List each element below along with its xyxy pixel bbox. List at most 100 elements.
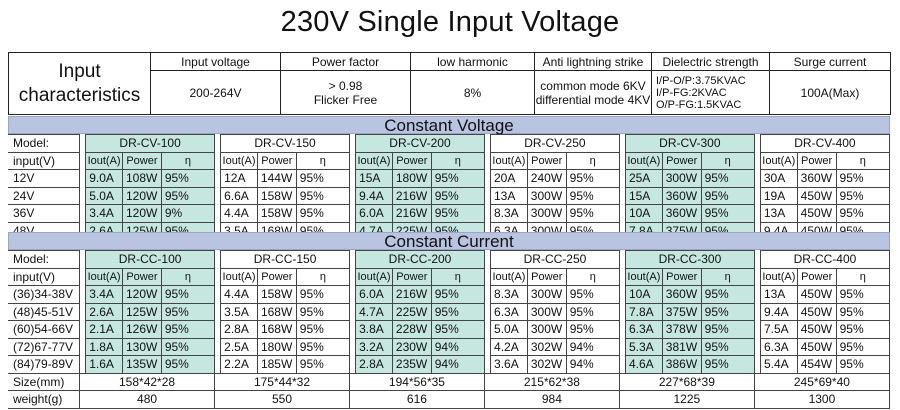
model-name: DR-CC-400 — [759, 250, 891, 269]
data-cell: 95% — [430, 204, 485, 223]
table-row: (60)54-66V 2.1A 126W 95% 2.8A 168W 95% 3.8A 228W… — [8, 320, 891, 339]
model-name: DR-CV-200 — [355, 134, 485, 153]
data-cell: 120W — [121, 204, 162, 223]
data-cell: 240W — [526, 169, 567, 188]
data-cell: 450W — [796, 320, 837, 339]
data-cell: 95% — [700, 204, 755, 223]
column-header: η — [565, 267, 620, 286]
weight-value: 550 — [214, 390, 350, 409]
data-cell: 95% — [835, 320, 891, 339]
data-cell: 2.5A — [220, 337, 258, 356]
model-label: Model: — [8, 250, 81, 269]
column-header: Iout(A) — [759, 151, 798, 170]
input-voltage-cell: (60)54-66V — [8, 320, 81, 339]
data-cell: 144W — [256, 169, 297, 188]
column-header: Iout(A) — [624, 151, 663, 170]
column-header: Iout(A) — [220, 151, 258, 170]
data-cell: 360W — [661, 204, 702, 223]
data-cell: 2.6A — [85, 302, 123, 321]
size-value: 175*44*32 — [214, 372, 350, 391]
data-cell: 95% — [430, 186, 485, 205]
data-cell: 95% — [295, 355, 350, 374]
model-name: DR-CC-150 — [220, 250, 350, 269]
data-cell: 300W — [661, 169, 702, 188]
data-cell: 94% — [430, 355, 485, 374]
data-cell: 95% — [160, 337, 216, 356]
data-cell: 15A — [355, 169, 393, 188]
constant-current-table: Model: DR-CC-100 DR-CC-150 DR-CC-200 DR-CC-2… — [8, 250, 891, 409]
table-row: (48)45-51V 2.6A 125W 95% 3.5A 168W 95% 4.7A 225W… — [8, 302, 891, 321]
column-header: Power — [121, 151, 162, 170]
input-label: input(V) — [8, 151, 81, 170]
data-cell: 360W — [796, 169, 837, 188]
data-cell: 13A — [759, 285, 798, 304]
data-cell: 2.8A — [355, 355, 393, 374]
column-header: Iout(A) — [355, 151, 393, 170]
data-cell: 3.5A — [220, 302, 258, 321]
size-value: 194*56*35 — [348, 372, 485, 391]
data-cell: 95% — [565, 302, 620, 321]
data-cell: 126W — [121, 320, 162, 339]
column-header: Iout(A) — [490, 267, 528, 286]
data-cell: 9.4A — [759, 302, 798, 321]
data-cell: 6.6A — [220, 186, 258, 205]
size-value: 227*68*39 — [618, 372, 755, 391]
data-cell: 7.8A — [625, 302, 663, 321]
data-cell: 95% — [835, 355, 891, 374]
data-cell: 95% — [835, 337, 891, 356]
anti-lightning-value: common mode 6KV differential mode 4KV — [534, 70, 652, 115]
table-row: 12V 9.0A 108W 95% 12A 144W 95% 15A 180W 95% 20A 240… — [8, 169, 891, 188]
data-cell: 95% — [700, 302, 755, 321]
data-cell: 94% — [430, 337, 485, 356]
data-cell: 13A — [490, 186, 528, 205]
data-cell: 20A — [490, 169, 528, 188]
data-cell: 158W — [256, 186, 297, 205]
column-header: Power — [121, 267, 162, 286]
data-cell: 6.0A — [355, 204, 393, 223]
page-title: 230V Single Input Voltage — [280, 6, 620, 38]
data-cell: 302W — [526, 337, 567, 356]
data-cell: 95% — [565, 285, 620, 304]
power-factor-value: > 0.98 Flicker Free — [280, 70, 411, 115]
data-cell: 1.6A — [85, 355, 123, 374]
data-cell: 108W — [121, 169, 162, 188]
column-header: η — [160, 267, 216, 286]
model-name: DR-CV-100 — [85, 134, 215, 153]
data-cell: 95% — [430, 285, 485, 304]
data-cell: 5.3A — [625, 337, 663, 356]
data-cell: 3.4A — [85, 285, 123, 304]
size-label: Size(mm) — [8, 372, 81, 391]
column-header: Power — [661, 267, 702, 286]
constant-voltage-table: Model: DR-CV-100 DR-CV-150 DR-CV-200 DR-CV-2… — [8, 134, 891, 240]
column-header: Iout(A) — [355, 267, 393, 286]
data-cell: 8.3A — [490, 204, 528, 223]
column-header: η — [835, 151, 891, 170]
column-header: Power — [256, 151, 297, 170]
column-header: Iout(A) — [220, 267, 258, 286]
model-name: DR-CC-250 — [490, 250, 620, 269]
data-cell: 95% — [835, 169, 891, 188]
data-cell: 95% — [835, 186, 891, 205]
data-cell: 2.1A — [85, 320, 123, 339]
data-cell: 95% — [430, 302, 485, 321]
data-cell: 125W — [121, 302, 162, 321]
model-name: DR-CV-250 — [490, 134, 620, 153]
constant-voltage-banner: Constant Voltage — [8, 116, 890, 134]
data-cell: 95% — [700, 186, 755, 205]
column-header: Power — [796, 151, 837, 170]
column-header: Power — [526, 151, 567, 170]
weight-value: 480 — [79, 390, 216, 409]
data-cell: 6.0A — [355, 285, 393, 304]
data-cell: 95% — [700, 169, 755, 188]
data-cell: 95% — [700, 337, 755, 356]
data-cell: 216W — [391, 204, 432, 223]
input-voltage-cell: (48)45-51V — [8, 302, 81, 321]
data-cell: 168W — [256, 302, 297, 321]
data-cell: 95% — [295, 285, 350, 304]
column-header: η — [700, 267, 755, 286]
data-cell: 95% — [160, 186, 216, 205]
header-input-voltage: Input voltage — [150, 52, 281, 71]
data-cell: 95% — [565, 169, 620, 188]
data-cell: 300W — [526, 204, 567, 223]
table-row: (84)79-89V 1.6A 135W 95% 2.2A 185W 95% 2.8A 235W… — [8, 355, 891, 374]
